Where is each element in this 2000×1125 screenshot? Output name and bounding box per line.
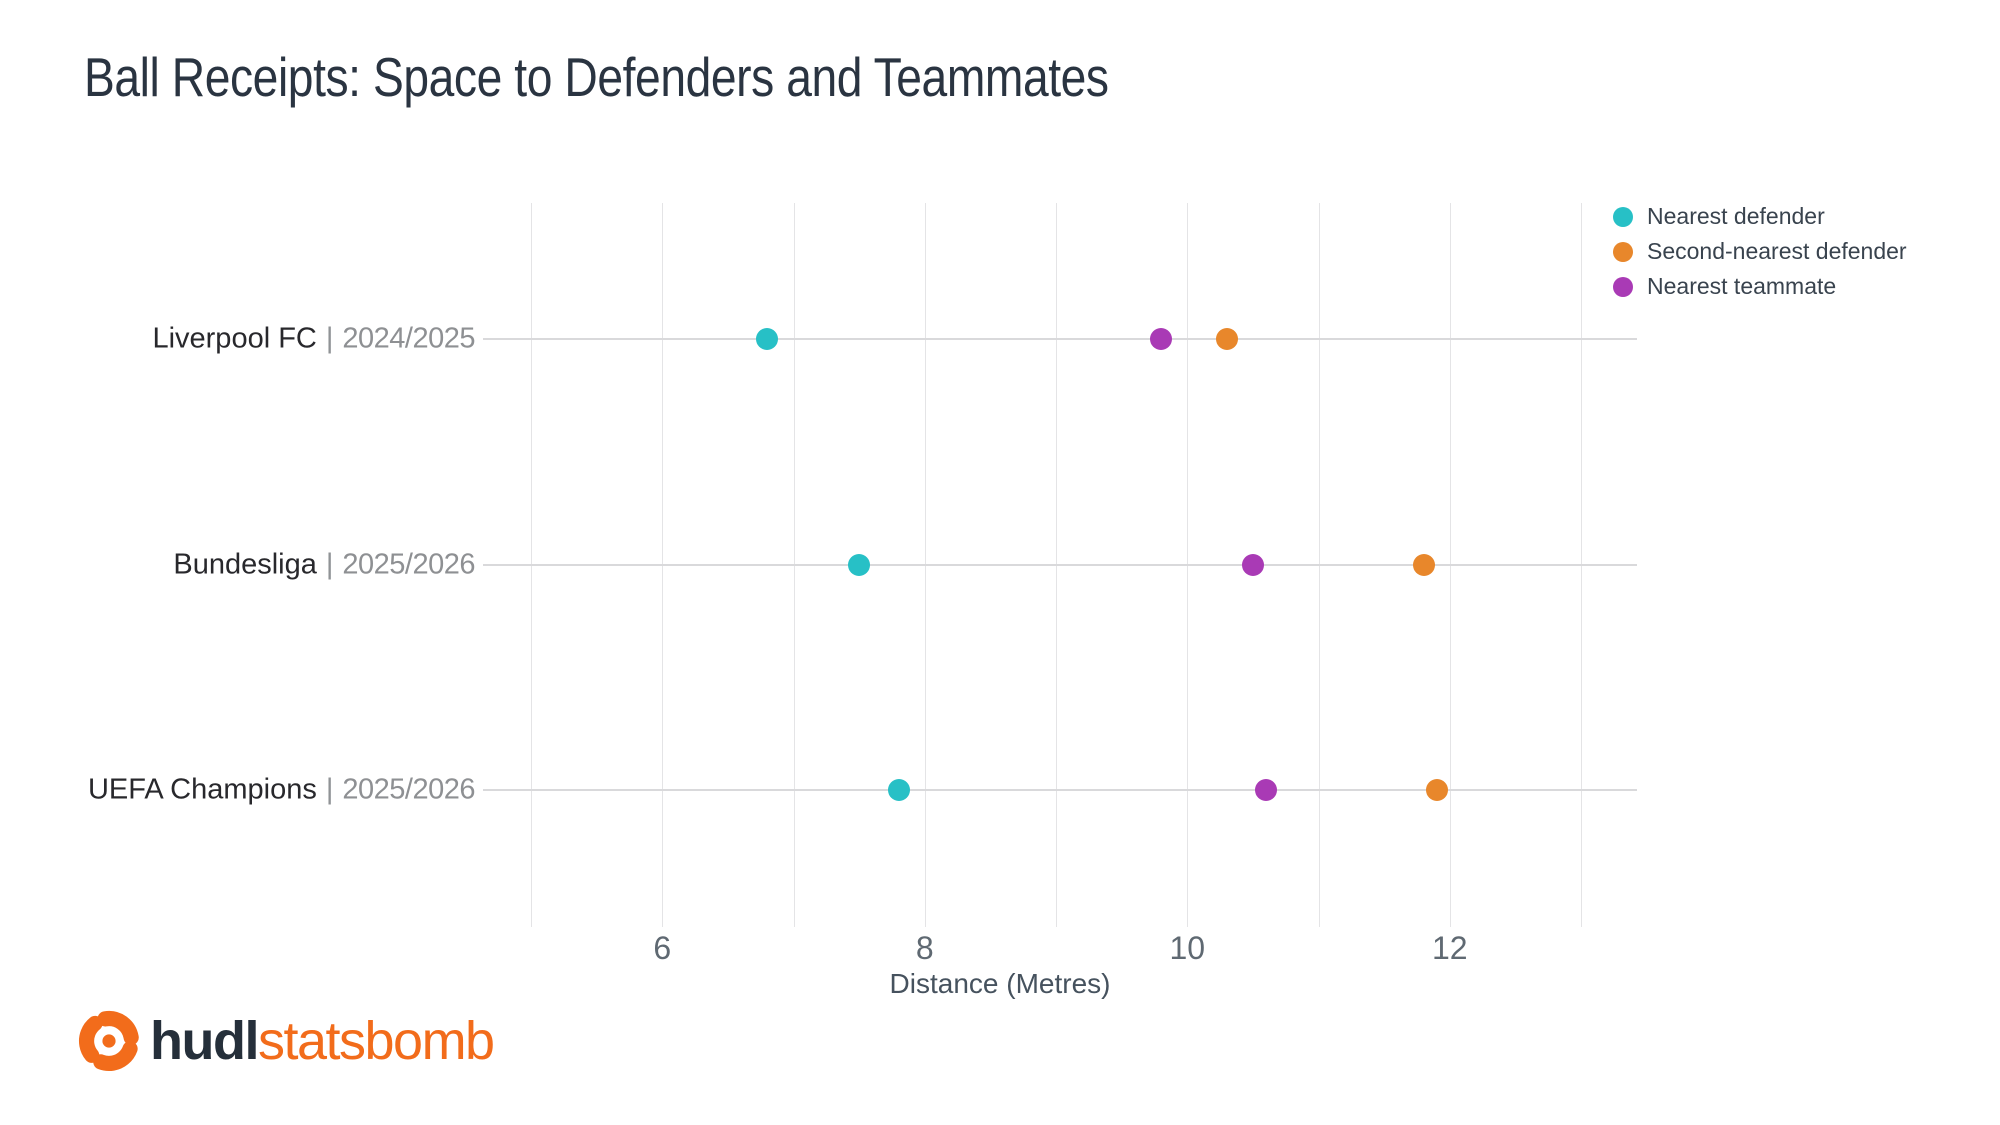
team-name: Liverpool FC xyxy=(152,322,317,355)
label-separator: | xyxy=(325,322,334,355)
y-axis-label-bundesliga: Bundesliga | 2025/2026 xyxy=(60,550,475,579)
hudl-statsbomb-logo: hudlstatsbomb xyxy=(76,1008,495,1074)
row-line-bundesliga xyxy=(483,563,1637,566)
legend-label: Nearest defender xyxy=(1647,203,1825,229)
y-axis-label-uefa-champions: UEFA Champions | 2025/2026 xyxy=(60,773,476,806)
data-point-nearest-defender xyxy=(848,553,871,576)
legend-swatch-nearest-teammate xyxy=(1613,276,1633,297)
row-line-liverpool-fc xyxy=(483,338,1637,340)
chart-title: Ball Receipts: Space to Defenders and Te… xyxy=(84,46,1109,108)
x-tick-10: 10 xyxy=(1169,930,1206,966)
data-point-second-nearest-defender xyxy=(1215,328,1238,350)
data-point-nearest-defender xyxy=(887,779,910,802)
data-point-second-nearest-defender xyxy=(1412,553,1435,576)
season-text: 2025/2026 xyxy=(342,548,475,581)
season-text: 2024/2025 xyxy=(342,322,475,355)
legend-swatch-second-nearest-defender xyxy=(1613,241,1633,262)
legend-item-nearest-defender: Nearest defender xyxy=(1613,199,1907,234)
data-point-nearest-teammate xyxy=(1150,328,1172,350)
logo-hudl-text: hudl xyxy=(150,1011,259,1071)
data-point-nearest-defender xyxy=(756,328,779,350)
x-tick-8: 8 xyxy=(915,930,934,966)
data-point-nearest-teammate xyxy=(1241,553,1264,576)
y-axis-label-liverpool-fc: Liverpool FC | 2024/2025 xyxy=(60,322,475,355)
legend-label: Nearest teammate xyxy=(1647,273,1837,299)
team-name: Bundesliga xyxy=(173,548,317,581)
team-name: UEFA Champions xyxy=(87,773,317,806)
legend: Nearest defender Second-nearest defender N… xyxy=(1613,199,1907,304)
logo-statsbomb-text: statsbomb xyxy=(257,1011,495,1071)
data-point-nearest-teammate xyxy=(1255,779,1277,802)
label-separator: | xyxy=(325,773,334,806)
label-separator: | xyxy=(325,548,334,581)
legend-item-second-nearest-defender: Second-nearest defender xyxy=(1613,234,1907,269)
data-point-second-nearest-defender xyxy=(1425,779,1448,802)
hudl-swirl-icon xyxy=(78,1010,140,1072)
x-tick-12: 12 xyxy=(1431,930,1468,966)
x-tick-6: 6 xyxy=(653,930,672,966)
x-axis-title: Distance (Metres) xyxy=(889,968,1111,999)
legend-swatch-nearest-defender xyxy=(1613,206,1633,227)
legend-label: Second-nearest defender xyxy=(1647,238,1907,264)
season-text: 2025/2026 xyxy=(342,773,475,806)
row-line-uefa-champions xyxy=(483,789,1637,792)
legend-item-nearest-teammate: Nearest teammate xyxy=(1613,269,1907,304)
